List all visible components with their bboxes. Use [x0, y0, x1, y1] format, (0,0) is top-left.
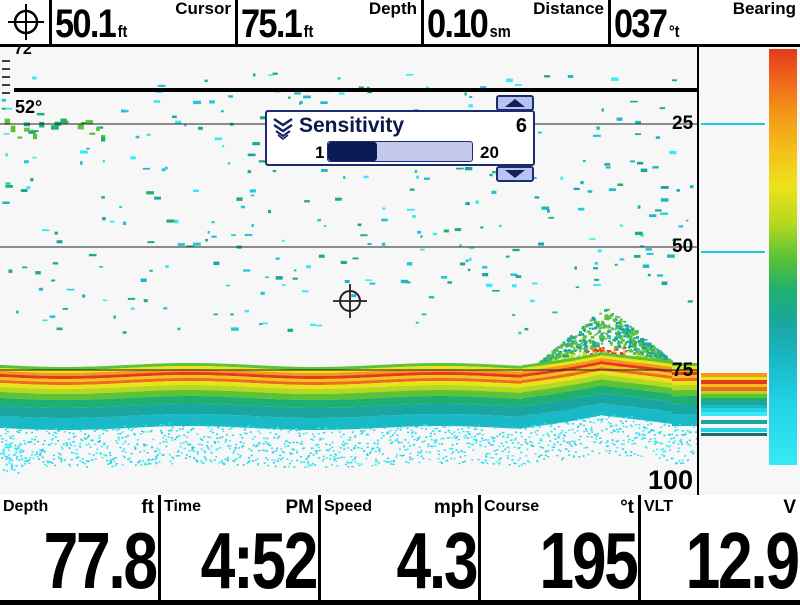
digits-voltage: VLT V 12.9 [641, 495, 800, 600]
sensitivity-icon [272, 116, 294, 140]
left-scale-ticks [2, 61, 10, 93]
sensitivity-down-button[interactable] [496, 166, 534, 182]
sensitivity-popup: Sensitivity 6 1 20 [265, 110, 535, 166]
sensitivity-slider-fill [328, 142, 377, 161]
depth-unit: ft [304, 22, 314, 41]
bearing-value: 037 [614, 2, 666, 46]
depth-label-25: 25 [672, 113, 693, 135]
arrow-up-icon [498, 97, 532, 109]
digits-course: Course °t 195 [481, 495, 641, 600]
depth-label-75: 75 [672, 360, 693, 382]
cursor-mode-cell[interactable] [0, 0, 52, 44]
cursor-unit: ft [118, 22, 128, 41]
water-temperature: 52° [15, 97, 42, 118]
digits-speed-value: 4.3 [396, 521, 476, 601]
digits-voltage-value: 12.9 [686, 521, 798, 601]
cursor-label: Cursor [175, 0, 231, 18]
distance-label: Distance [533, 0, 604, 18]
bottom-intensity-flasher [701, 373, 767, 443]
distance-value: 0.10 [427, 2, 487, 46]
digits-speed: Speed mph 4.3 [321, 495, 481, 600]
bearing-unit: °t [669, 22, 680, 41]
bearing-label: Bearing [733, 0, 796, 18]
distance-unit: sm [490, 22, 511, 41]
digits-voltage-label: VLT [644, 498, 673, 516]
digits-course-value: 195 [539, 521, 636, 601]
scale-tick-50 [701, 251, 765, 253]
depth-label-50: 50 [672, 236, 693, 258]
digits-course-label: Course [484, 498, 539, 516]
scale-tick-25 [701, 123, 765, 125]
sensitivity-value: 6 [516, 115, 527, 138]
partial-depth-label: 72 [14, 47, 32, 59]
color-bar-panel [697, 47, 800, 495]
digits-speed-label: Speed [324, 498, 372, 516]
cursor-crosshair [333, 284, 367, 318]
depth-value: 75.1 [241, 2, 301, 46]
digits-depth-label: Depth [3, 498, 48, 516]
digits-time: Time PM 4:52 [161, 495, 321, 600]
sensitivity-slider[interactable] [327, 141, 473, 162]
sensitivity-min: 1 [315, 143, 324, 163]
depth-label: Depth [369, 0, 417, 18]
cursor-value: 50.1 [55, 2, 115, 46]
sonar-color-scale [769, 49, 797, 465]
bottom-data-bar: Depth ft 77.8 Time PM 4:52 Speed mph 4.3… [0, 495, 800, 600]
digits-depth: Depth ft 77.8 [0, 495, 161, 600]
digits-time-value: 4:52 [200, 521, 316, 601]
bearing-readout: 037°t Bearing [611, 0, 800, 44]
depth-label-100: 100 [648, 465, 693, 495]
crosshair-icon[interactable] [4, 0, 48, 44]
arrow-down-icon [498, 168, 532, 180]
sensitivity-up-button[interactable] [496, 95, 534, 111]
digits-time-label: Time [164, 498, 201, 516]
sensitivity-title: Sensitivity [299, 114, 404, 138]
sensitivity-max: 20 [480, 143, 499, 163]
digits-depth-value: 77.8 [44, 521, 156, 601]
